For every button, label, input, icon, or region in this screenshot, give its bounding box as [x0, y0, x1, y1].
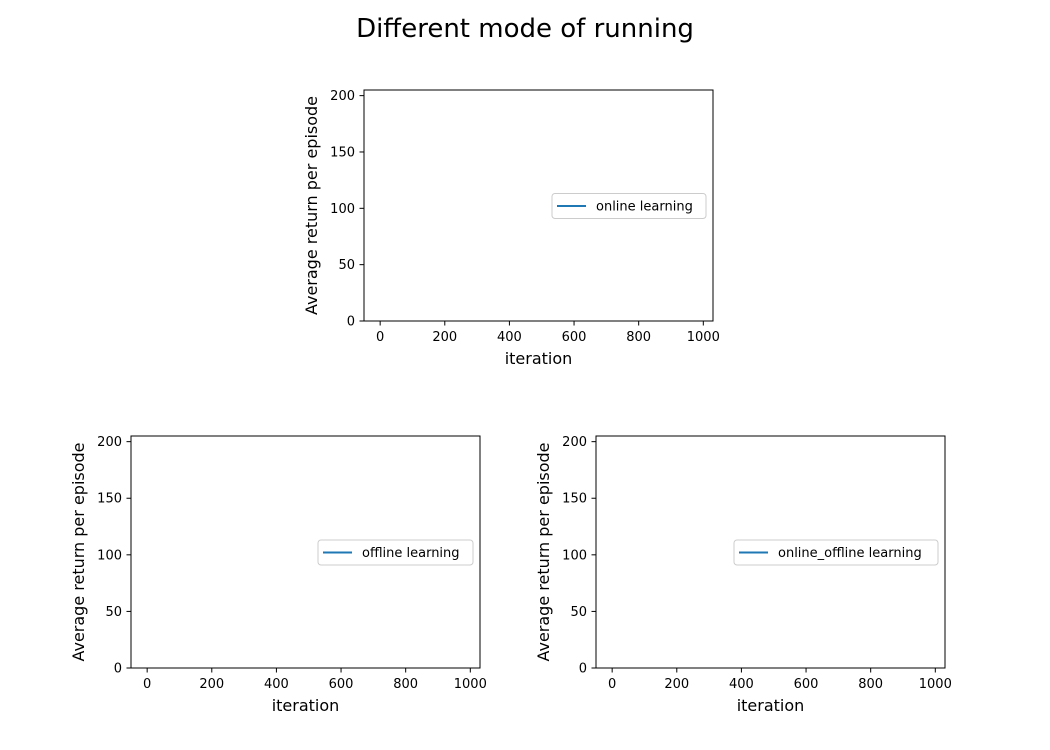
legend: online_offline learning	[733, 539, 939, 566]
y-tick-label: 0	[579, 662, 587, 677]
y-tick-label: 100	[562, 548, 587, 563]
y-tick-label: 50	[105, 605, 122, 620]
legend-frame	[317, 539, 474, 566]
y-tick-label: 50	[570, 605, 587, 620]
y-tick-label: 0	[114, 662, 122, 677]
x-axis-label: iteration	[737, 696, 805, 715]
subplot-2: 0 200 400 600 800 1000 0 50 100 150 200 iteration Av…	[69, 435, 487, 715]
x-tick-label: 600	[562, 330, 587, 345]
x-axis-label: iteration	[272, 696, 340, 715]
x-tick-label: 1000	[454, 677, 487, 692]
legend-frame	[551, 193, 707, 219]
x-tick-label: 200	[432, 330, 457, 345]
y-tick-label: 0	[347, 315, 355, 330]
y-tick-label: 200	[330, 89, 355, 104]
x-tick-label: 0	[608, 677, 616, 692]
legend-label: online learning	[596, 200, 693, 215]
y-axis-label: Average return per episode	[302, 96, 321, 315]
y-tick-label: 200	[97, 435, 122, 450]
x-tick-label: 200	[664, 677, 689, 692]
y-axis-label: Average return per episode	[534, 442, 553, 661]
legend-frame	[733, 539, 939, 566]
x-tick-label: 0	[376, 330, 384, 345]
y-tick-label: 150	[330, 145, 355, 160]
subplot-3: 0 200 400 600 800 1000 0 50 100 150 200 iteration Av…	[534, 435, 952, 715]
x-tick-label: 400	[729, 677, 754, 692]
x-tick-label: 1000	[919, 677, 952, 692]
y-tick-label: 100	[330, 202, 355, 217]
figure-title: Different mode of running	[356, 14, 694, 44]
x-tick-label: 0	[143, 677, 151, 692]
legend: online learning	[551, 193, 707, 219]
x-tick-label: 200	[199, 677, 224, 692]
x-tick-label: 1000	[687, 330, 720, 345]
y-axis-label: Average return per episode	[69, 442, 88, 661]
x-axis-label: iteration	[505, 349, 573, 368]
x-tick-label: 400	[497, 330, 522, 345]
subplot-1: 0 200 400 600 800 1000 0 50 100 150 200 iteration Av…	[302, 89, 720, 368]
legend-label: online_offline learning	[778, 546, 922, 561]
subplots: 0 200 400 600 800 1000050100150200iterationAv…	[69, 89, 952, 715]
legend-label: offline learning	[362, 546, 460, 561]
y-tick-label: 200	[562, 435, 587, 450]
x-tick-label: 400	[264, 677, 289, 692]
x-tick-label: 600	[329, 677, 354, 692]
x-tick-label: 800	[626, 330, 651, 345]
y-tick-label: 150	[562, 492, 587, 507]
y-tick-label: 50	[338, 258, 355, 273]
legend: offline learning	[317, 539, 474, 566]
x-tick-label: 800	[393, 677, 418, 692]
y-tick-label: 150	[97, 492, 122, 507]
x-tick-label: 600	[794, 677, 819, 692]
x-tick-label: 800	[858, 677, 883, 692]
y-tick-label: 100	[97, 548, 122, 563]
